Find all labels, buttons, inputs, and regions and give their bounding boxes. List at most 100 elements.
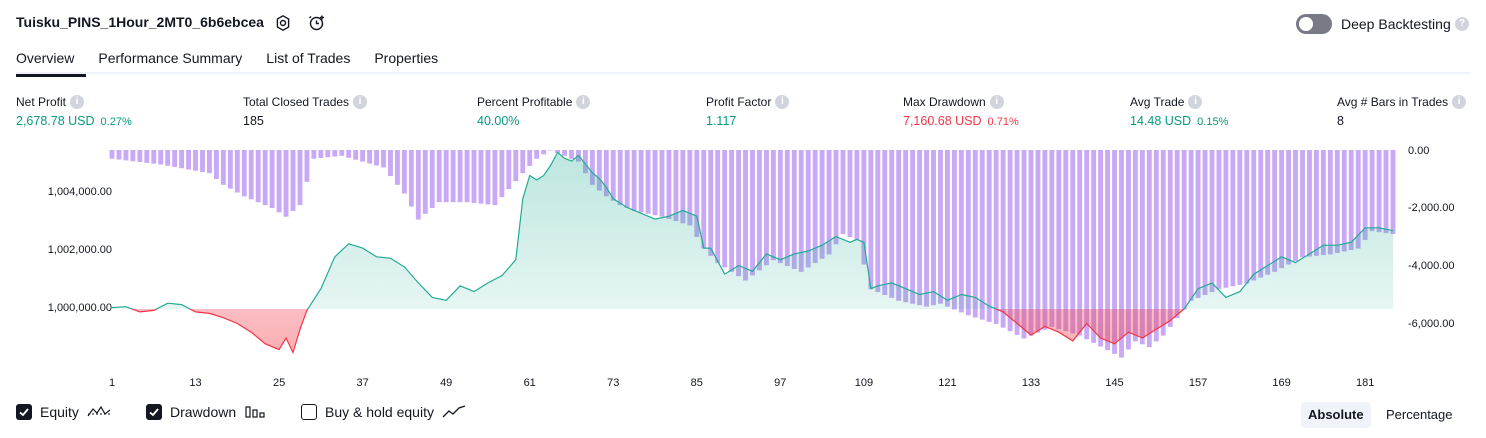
absolute-button[interactable]: Absolute (1301, 402, 1371, 428)
drawdown-bar (408, 150, 414, 207)
info-icon[interactable]: i (1188, 94, 1203, 109)
drawdown-bar (1007, 150, 1013, 332)
drawdown-bar (666, 150, 672, 219)
drawdown-bar (213, 150, 219, 179)
drawdown-bar (805, 150, 811, 268)
drawdown-checkbox[interactable] (146, 404, 162, 420)
info-icon[interactable]: i (989, 94, 1004, 109)
drawdown-bar (123, 150, 129, 161)
drawdown-bar (826, 150, 832, 255)
drawdown-bar (708, 150, 714, 256)
drawdown-bar (1320, 150, 1326, 256)
drawdown-bar (694, 150, 700, 237)
metric-value: 8 (1337, 114, 1344, 128)
drawdown-bar (1174, 150, 1180, 319)
equity-series-icon (87, 405, 111, 417)
metric-avg-trade: Avg Trade i 14.48 USD 0.15% (1130, 94, 1228, 128)
metric-percent: 0.27% (100, 116, 132, 128)
drawdown-bar (624, 150, 630, 208)
drawdown-bar (457, 150, 463, 203)
drawdown-bar (339, 150, 345, 156)
drawdown-bar (1056, 150, 1062, 330)
drawdown-bar (965, 150, 971, 316)
metric-value: 2,678.78 USD (16, 114, 95, 128)
drawdown-bar (227, 150, 233, 189)
deep-backtesting-help-icon[interactable]: ? (1455, 17, 1469, 31)
drawdown-bar (812, 150, 818, 264)
equity-area-positive (112, 152, 1393, 309)
percentage-button[interactable]: Percentage (1386, 407, 1453, 422)
x-axis-tick: 1 (108, 377, 116, 389)
metric-percent-profitable: Percent Profitable i 40.00% (477, 94, 591, 128)
x-axis-tick: 121 (938, 377, 957, 389)
drawdown-bar (464, 150, 470, 203)
tab-overview[interactable]: Overview (16, 48, 87, 77)
x-axis-tick: 61 (523, 377, 536, 389)
drawdown-bar (269, 150, 275, 208)
metric-label: Percent Profitable (477, 94, 573, 109)
drawdown-bar (680, 150, 686, 224)
info-icon[interactable]: i (1452, 94, 1467, 109)
info-icon[interactable]: i (775, 94, 790, 109)
tab-list-of-trades[interactable]: List of Trades (266, 50, 351, 66)
deep-backtesting-toggle[interactable] (1296, 14, 1332, 34)
drawdown-bar (562, 150, 567, 156)
equity-checkbox[interactable] (16, 404, 32, 420)
drawdown-bar (234, 150, 240, 193)
drawdown-bar (798, 150, 804, 272)
buy-hold-checkbox[interactable] (301, 404, 317, 420)
drawdown-bar (979, 150, 985, 320)
drawdown-bar (346, 150, 352, 158)
drawdown-bar (1139, 150, 1145, 345)
drawdown-bar (304, 150, 310, 182)
info-icon[interactable]: i (576, 94, 591, 109)
drawdown-bar (332, 150, 338, 157)
legend-buy-hold[interactable]: Buy & hold equity (301, 404, 466, 420)
drawdown-bar (422, 150, 428, 214)
drawdown-bar (763, 150, 769, 266)
metric-label: Net Profit (16, 94, 67, 109)
equity-line-below-baseline (130, 309, 1185, 355)
drawdown-bar (1209, 150, 1215, 293)
drawdown-bar (1258, 150, 1264, 278)
drawdown-bar (186, 150, 192, 170)
drawdown-bar (617, 150, 623, 206)
drawdown-bar (972, 150, 978, 318)
tab-properties[interactable]: Properties (374, 50, 439, 66)
x-axis-tick: 25 (272, 377, 286, 389)
drawdown-bar (1014, 150, 1020, 335)
drawdown-bar (1202, 150, 1208, 295)
info-icon[interactable]: i (70, 94, 85, 109)
legend-drawdown[interactable]: Drawdown (146, 404, 266, 420)
x-axis-tick: 133 (1021, 377, 1041, 389)
tab-performance-summary[interactable]: Performance Summary (98, 50, 243, 66)
metric-percent: 0.71% (987, 116, 1019, 128)
left-axis-tick: 1,002,000.00 (47, 244, 112, 256)
drawdown-bar (1216, 150, 1222, 290)
x-axis-tick: 181 (1356, 377, 1375, 389)
settings-icon[interactable] (273, 13, 293, 33)
drawdown-bar (938, 150, 943, 304)
drawdown-bar (875, 150, 881, 293)
drawdown-bar (1181, 150, 1187, 310)
drawdown-bar (1070, 150, 1076, 334)
x-axis-tick: 145 (1105, 377, 1124, 389)
legend-equity[interactable]: Equity (16, 404, 111, 420)
add-alert-icon[interactable] (307, 13, 327, 33)
x-axis-tick: 13 (189, 377, 202, 389)
drawdown-bar (255, 150, 261, 203)
x-axis-tick: 97 (774, 377, 787, 389)
drawdown-bar (596, 150, 602, 191)
drawdown-bar (499, 150, 505, 198)
drawdown-bar (1307, 150, 1312, 257)
drawdown-bar (1244, 150, 1250, 284)
x-axis-tick: 85 (690, 377, 703, 389)
drawdown-bar (1376, 150, 1382, 233)
equity-label: Equity (40, 404, 79, 420)
drawdown-bar (701, 150, 707, 249)
info-icon[interactable]: i (353, 94, 368, 109)
drawdown-bar (736, 150, 742, 277)
drawdown-bar (193, 150, 198, 171)
drawdown-bar (165, 150, 171, 166)
